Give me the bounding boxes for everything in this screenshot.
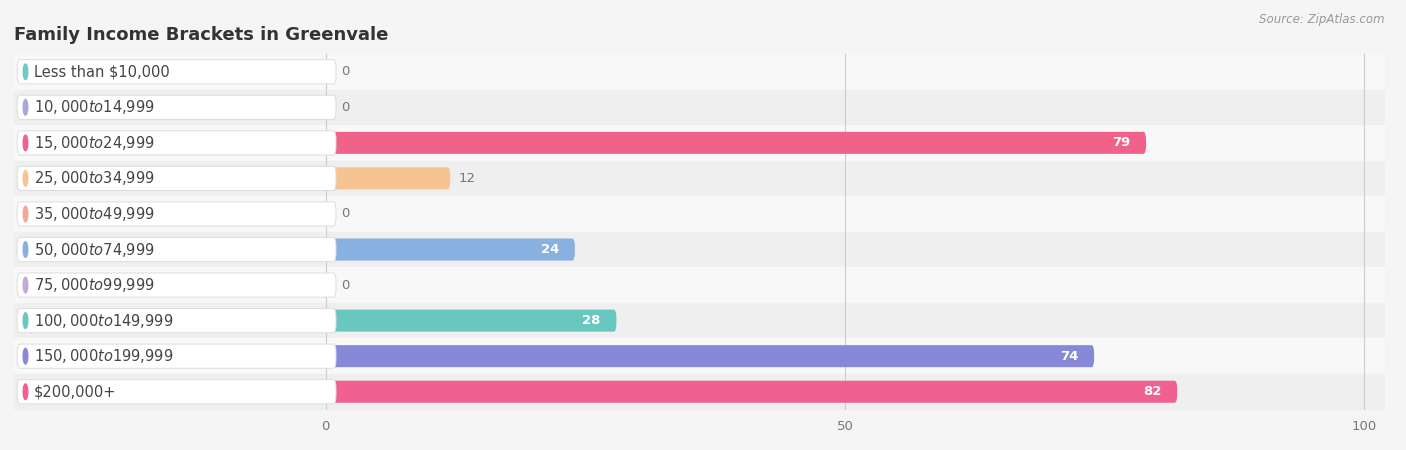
Bar [14,161,1385,196]
Circle shape [24,242,28,257]
FancyBboxPatch shape [326,238,575,261]
FancyBboxPatch shape [17,202,336,226]
FancyBboxPatch shape [326,310,616,332]
FancyBboxPatch shape [326,167,450,189]
FancyBboxPatch shape [17,273,336,297]
Text: 0: 0 [342,65,350,78]
FancyBboxPatch shape [326,132,1146,154]
Text: 74: 74 [1060,350,1078,363]
Text: $200,000+: $200,000+ [34,384,117,399]
Text: 0: 0 [342,207,350,220]
Text: $100,000 to $149,999: $100,000 to $149,999 [34,311,173,329]
Bar [14,338,1385,374]
Text: Less than $10,000: Less than $10,000 [34,64,170,79]
FancyBboxPatch shape [17,238,336,261]
Circle shape [24,135,28,151]
Text: 0: 0 [342,279,350,292]
Bar [14,303,1385,338]
Text: 24: 24 [541,243,560,256]
Text: 12: 12 [458,172,475,185]
Text: Source: ZipAtlas.com: Source: ZipAtlas.com [1260,14,1385,27]
Text: $25,000 to $34,999: $25,000 to $34,999 [34,170,155,187]
FancyBboxPatch shape [17,60,336,84]
Text: 79: 79 [1112,136,1130,149]
Bar [14,125,1385,161]
FancyBboxPatch shape [17,344,336,368]
Circle shape [24,348,28,364]
Circle shape [24,99,28,115]
Text: $50,000 to $74,999: $50,000 to $74,999 [34,240,155,258]
FancyBboxPatch shape [17,131,336,155]
Text: $35,000 to $49,999: $35,000 to $49,999 [34,205,155,223]
Circle shape [24,277,28,293]
FancyBboxPatch shape [17,95,336,119]
FancyBboxPatch shape [17,309,336,333]
Bar [14,267,1385,303]
Text: $10,000 to $14,999: $10,000 to $14,999 [34,99,155,116]
FancyBboxPatch shape [326,345,1094,367]
Text: $75,000 to $99,999: $75,000 to $99,999 [34,276,155,294]
Circle shape [24,171,28,186]
FancyBboxPatch shape [17,380,336,404]
Text: Family Income Brackets in Greenvale: Family Income Brackets in Greenvale [14,26,388,44]
FancyBboxPatch shape [17,166,336,190]
Bar [14,374,1385,410]
Circle shape [24,384,28,400]
Text: $15,000 to $24,999: $15,000 to $24,999 [34,134,155,152]
Bar [14,196,1385,232]
Bar [14,232,1385,267]
Circle shape [24,313,28,328]
Bar [14,90,1385,125]
Text: 0: 0 [342,101,350,114]
FancyBboxPatch shape [326,381,1177,403]
Circle shape [24,206,28,222]
Text: $150,000 to $199,999: $150,000 to $199,999 [34,347,173,365]
Circle shape [24,64,28,80]
Text: 82: 82 [1143,385,1161,398]
Bar [14,54,1385,90]
Text: 28: 28 [582,314,600,327]
